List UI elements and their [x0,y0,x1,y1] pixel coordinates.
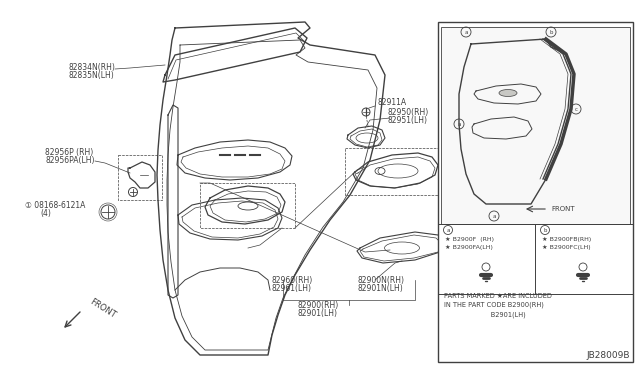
Text: 82901(LH): 82901(LH) [298,309,338,318]
Text: 82961(LH): 82961(LH) [272,284,312,293]
Text: 82960(RH): 82960(RH) [272,276,313,285]
Text: JB28009B: JB28009B [586,351,630,360]
Text: b: b [543,228,547,232]
Text: PARTS MARKED ★ARE INCLUDED: PARTS MARKED ★ARE INCLUDED [444,293,552,299]
Text: (4): (4) [40,209,51,218]
Text: a: a [457,122,461,126]
Text: ★ B2900F  (RH): ★ B2900F (RH) [445,237,494,242]
Text: 82900N(RH): 82900N(RH) [358,276,405,285]
Text: 82901N(LH): 82901N(LH) [358,284,404,293]
Text: IN THE PART CODE B2900(RH): IN THE PART CODE B2900(RH) [444,302,544,308]
Text: FRONT: FRONT [88,296,117,320]
Text: a: a [492,214,496,218]
Text: b: b [549,29,553,35]
Bar [441,27,630,224]
Text: ★ B2900FC(LH): ★ B2900FC(LH) [542,245,591,250]
Text: ① 08168-6121A: ① 08168-6121A [25,201,85,210]
Text: ★ B2900FA(LH): ★ B2900FA(LH) [445,245,493,250]
Text: 82956P (RH): 82956P (RH) [45,148,93,157]
Ellipse shape [499,90,517,96]
Text: c: c [575,106,577,112]
Bar [438,22,633,362]
Text: B2901(LH): B2901(LH) [444,311,525,317]
Text: a: a [446,228,450,232]
Text: 82956PA(LH): 82956PA(LH) [45,156,95,165]
Text: 82951(LH): 82951(LH) [388,116,428,125]
Text: a: a [464,29,468,35]
Text: 82911A: 82911A [378,98,407,107]
Text: FRONT: FRONT [551,206,575,212]
Text: 82835N(LH): 82835N(LH) [68,71,114,80]
Text: ★ B2900FB(RH): ★ B2900FB(RH) [542,237,591,242]
Text: 82950(RH): 82950(RH) [388,108,429,117]
Text: 82900(RH): 82900(RH) [298,301,339,310]
Text: 82834N(RH): 82834N(RH) [68,63,115,72]
